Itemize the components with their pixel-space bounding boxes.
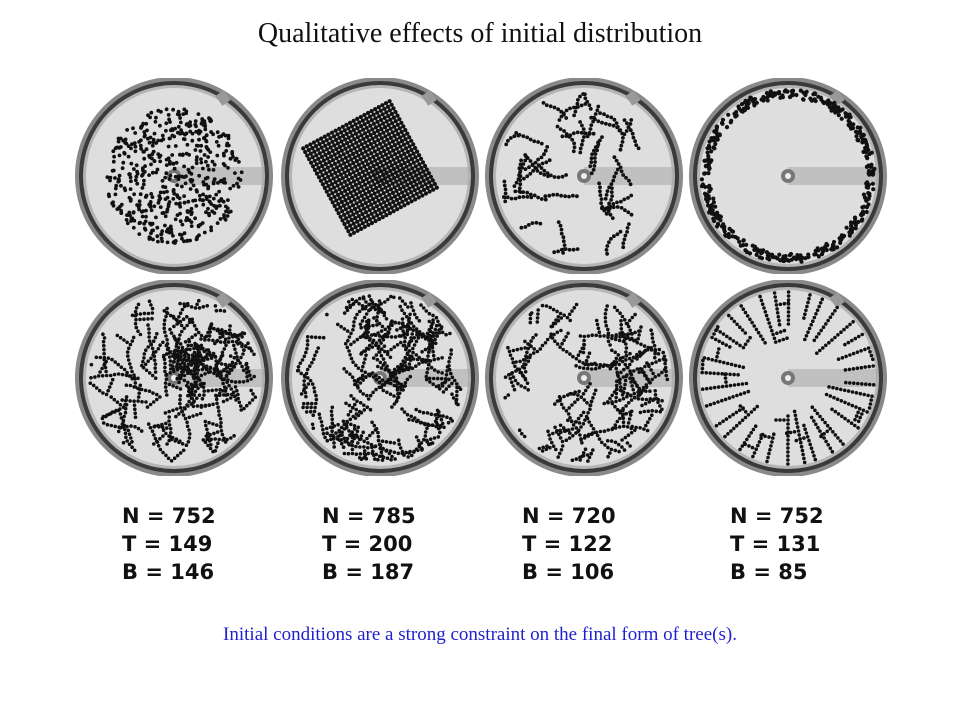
stats-column-4: N = 752 T = 131 B = 85 (730, 502, 824, 586)
stat-t: T = 122 (522, 532, 613, 556)
stat-n: N = 785 (322, 504, 416, 528)
stat-b: B = 85 (730, 560, 808, 584)
stat-n: N = 720 (522, 504, 616, 528)
stat-n: N = 752 (730, 504, 824, 528)
dish-tree-branching (281, 280, 479, 476)
dish-square-lattice (281, 78, 479, 274)
dish-scattered-disc (75, 78, 273, 274)
dish-tree-radial (689, 280, 887, 476)
caption: Initial conditions are a strong constrai… (223, 624, 737, 645)
stat-t: T = 200 (322, 532, 413, 556)
stats-column-1: N = 752 T = 149 B = 146 (122, 502, 216, 586)
slide-title: Qualitative effects of initial distribut… (257, 18, 703, 49)
dish-tree-dense (75, 280, 273, 476)
stat-b: B = 106 (522, 560, 615, 584)
stats-column-2: N = 785 T = 200 B = 187 (322, 502, 416, 586)
stat-t: T = 131 (730, 532, 821, 556)
stat-b: B = 187 (322, 560, 415, 584)
dish-edge-ring (689, 78, 887, 274)
dish-tree-loops (485, 280, 683, 476)
dish-uniform-chains (485, 78, 683, 274)
stat-n: N = 752 (122, 504, 216, 528)
stat-b: B = 146 (122, 560, 215, 584)
stat-t: T = 149 (122, 532, 213, 556)
stats-column-3: N = 720 T = 122 B = 106 (522, 502, 616, 586)
